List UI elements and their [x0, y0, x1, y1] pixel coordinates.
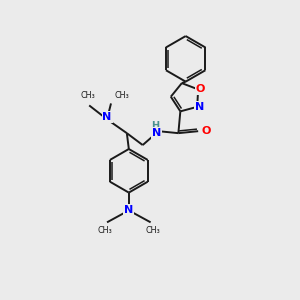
Text: CH₃: CH₃	[81, 92, 96, 100]
Text: N: N	[195, 102, 204, 112]
Text: CH₃: CH₃	[98, 226, 112, 235]
Text: N: N	[152, 128, 161, 138]
Text: N: N	[124, 206, 134, 215]
Text: H: H	[152, 121, 160, 131]
Text: N: N	[102, 112, 112, 122]
Text: CH₃: CH₃	[115, 92, 130, 100]
Text: O: O	[195, 84, 205, 94]
Text: O: O	[201, 126, 211, 136]
Text: CH₃: CH₃	[145, 226, 160, 235]
